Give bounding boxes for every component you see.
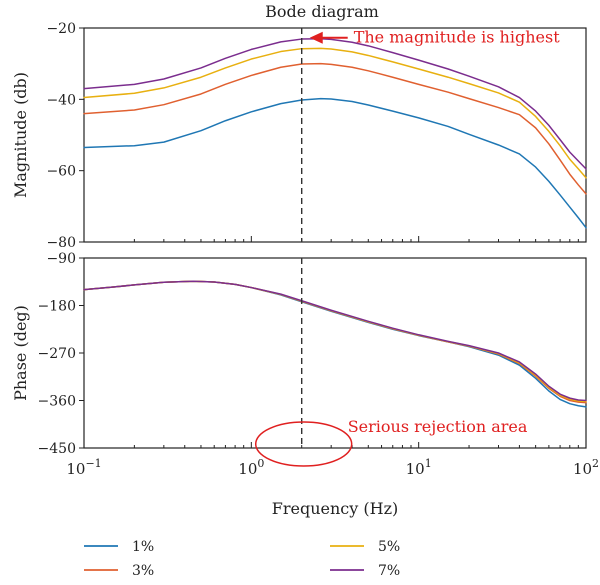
- magnitude-series-line-1%: [83, 97, 587, 229]
- phase-y-tick-label: −360: [38, 394, 76, 410]
- magnitude-y-tick-label: −80: [46, 235, 76, 251]
- phase-series-line-1%: [83, 280, 587, 408]
- magnitude-axes-frame: [83, 27, 587, 243]
- phase-series-line-3%: [83, 280, 587, 404]
- phase-y-tick-label: −450: [38, 441, 76, 457]
- x-axis-label: Frequency (Hz): [272, 499, 399, 518]
- magnitude-panel: Magnitude (db) −20 −40 −60 −80 The magnitud…: [11, 21, 587, 251]
- phase-y-tick-label: −180: [38, 299, 76, 315]
- phase-y-tick-label: −90: [46, 251, 76, 267]
- phase-series-line-7%: [83, 280, 587, 402]
- arrow-head-icon: [309, 31, 323, 44]
- magnitude-y-tick-label: −20: [46, 21, 76, 37]
- x-tick-label: 101: [406, 457, 432, 478]
- magnitude-y-tick-label: −40: [46, 92, 76, 108]
- chart-title: Bode diagram: [265, 2, 379, 21]
- magnitude-annotation: The magnitude is highest: [309, 28, 561, 47]
- phase-y-ticks: −90 −180 −270 −360 −450: [38, 251, 587, 457]
- magnitude-series-line-5%: [83, 47, 587, 179]
- magnitude-series-line-7%: [83, 37, 587, 170]
- legend-label: 3%: [132, 563, 154, 579]
- magnitude-y-axis-label: Magnitude (db): [11, 72, 30, 198]
- x-tick-label: 100: [238, 457, 264, 478]
- legend: 1% 5% 3% 7%: [84, 539, 400, 579]
- phase-y-axis-label: Phase (deg): [11, 305, 30, 401]
- legend-label: 7%: [378, 563, 400, 579]
- x-tick-label: 10−1: [66, 457, 101, 478]
- rejection-area-label: Serious rejection area: [348, 417, 528, 436]
- magnitude-y-ticks: −20 −40 −60 −80: [46, 21, 587, 251]
- phase-series-group: [83, 280, 587, 408]
- magnitude-y-tick-label: −60: [46, 164, 76, 180]
- rejection-area-ellipse: [254, 421, 353, 467]
- phase-series-line-5%: [83, 280, 587, 403]
- magnitude-series-line-3%: [83, 62, 587, 195]
- phase-panel: Phase (deg) −90−180−270−360−450 10−1 100 1…: [11, 251, 599, 518]
- magnitude-series-group: [83, 37, 587, 229]
- highest-magnitude-label: The magnitude is highest: [354, 28, 561, 47]
- phase-y-tick-label: −270: [38, 346, 76, 362]
- legend-label: 5%: [378, 539, 400, 555]
- phase-x-ticks: 10−1 100 101 102: [66, 457, 599, 478]
- x-tick-label: 102: [573, 457, 599, 478]
- legend-label: 1%: [132, 539, 154, 555]
